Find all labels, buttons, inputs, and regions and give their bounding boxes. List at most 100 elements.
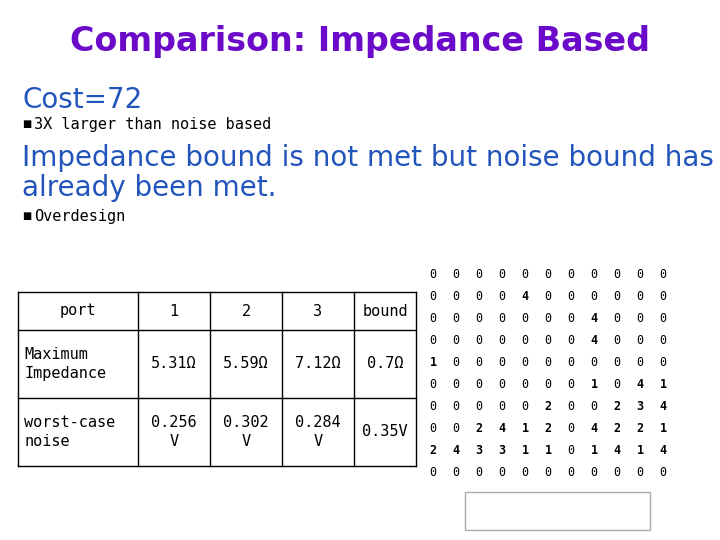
Text: 0: 0 [429, 334, 436, 348]
Text: 0: 0 [429, 467, 436, 480]
Text: 4: 4 [590, 422, 598, 435]
Text: 0: 0 [613, 313, 621, 326]
Text: 0: 0 [544, 356, 552, 369]
Text: 0.256
V: 0.256 V [151, 415, 197, 449]
Text: 0: 0 [498, 313, 505, 326]
Text: 0: 0 [429, 422, 436, 435]
Text: 0: 0 [636, 313, 644, 326]
Text: 1: 1 [521, 444, 528, 457]
Text: 0: 0 [590, 356, 598, 369]
Text: 2: 2 [429, 444, 436, 457]
Text: 0: 0 [590, 291, 598, 303]
Text: 0: 0 [567, 334, 575, 348]
Text: Chip: Chip [539, 503, 576, 518]
Text: 5.59Ω: 5.59Ω [223, 356, 269, 372]
Text: 0: 0 [544, 334, 552, 348]
Text: 4: 4 [590, 334, 598, 348]
Text: 0: 0 [429, 401, 436, 414]
Text: 0: 0 [452, 422, 459, 435]
Text: 0.302
V: 0.302 V [223, 415, 269, 449]
Text: 0: 0 [521, 467, 528, 480]
Text: 5.31Ω: 5.31Ω [151, 356, 197, 372]
Text: 0: 0 [521, 401, 528, 414]
Text: 0: 0 [636, 291, 644, 303]
Text: 0: 0 [567, 422, 575, 435]
Text: 0: 0 [613, 268, 621, 281]
Text: 0: 0 [660, 291, 667, 303]
Text: 4: 4 [660, 444, 667, 457]
Text: 0: 0 [567, 379, 575, 392]
Text: 0: 0 [544, 268, 552, 281]
Text: 2: 2 [613, 422, 621, 435]
Text: 1: 1 [521, 422, 528, 435]
Text: 0: 0 [567, 467, 575, 480]
Text: 0: 0 [660, 356, 667, 369]
Text: 0: 0 [521, 313, 528, 326]
Text: 0: 0 [475, 379, 482, 392]
Text: 0: 0 [660, 313, 667, 326]
Text: 0: 0 [498, 356, 505, 369]
Text: 0: 0 [452, 401, 459, 414]
Bar [465, 492, 650, 530]
Text: 0: 0 [613, 291, 621, 303]
Text: 0: 0 [498, 334, 505, 348]
Text: 4: 4 [613, 444, 621, 457]
Text: ■: ■ [22, 119, 31, 129]
Text: already been met.: already been met. [22, 174, 276, 202]
Text: Comparison: Impedance Based: Comparison: Impedance Based [70, 25, 650, 58]
Text: 0: 0 [429, 379, 436, 392]
Text: 0: 0 [429, 291, 436, 303]
Text: 0: 0 [567, 291, 575, 303]
Text: 0: 0 [521, 334, 528, 348]
Text: Cost=72: Cost=72 [22, 86, 143, 114]
Text: 1: 1 [660, 379, 667, 392]
Text: 3X larger than noise based: 3X larger than noise based [34, 117, 271, 132]
Text: 0: 0 [660, 467, 667, 480]
Text: 0: 0 [521, 379, 528, 392]
Text: 0: 0 [613, 334, 621, 348]
Text: 0: 0 [567, 356, 575, 369]
Text: 0: 0 [475, 313, 482, 326]
Text: 0: 0 [475, 291, 482, 303]
Text: 0: 0 [452, 291, 459, 303]
Text: 1: 1 [544, 444, 552, 457]
Text: 4: 4 [452, 444, 459, 457]
Text: 1: 1 [429, 356, 436, 369]
Text: 0: 0 [590, 401, 598, 414]
Text: 1: 1 [636, 444, 644, 457]
Text: 3: 3 [636, 401, 644, 414]
Text: 0.35V: 0.35V [362, 424, 408, 440]
Text: 0: 0 [429, 268, 436, 281]
Text: 0: 0 [452, 268, 459, 281]
Text: 0: 0 [544, 313, 552, 326]
Text: 0: 0 [544, 467, 552, 480]
Text: 2: 2 [544, 422, 552, 435]
Text: 3: 3 [313, 303, 323, 319]
Text: 0: 0 [660, 334, 667, 348]
Text: 0: 0 [498, 291, 505, 303]
Text: 0: 0 [475, 334, 482, 348]
Text: 4: 4 [521, 291, 528, 303]
Text: 0: 0 [521, 356, 528, 369]
Text: 4: 4 [636, 379, 644, 392]
Text: 2: 2 [475, 422, 482, 435]
Text: 0: 0 [498, 467, 505, 480]
Text: 0.7Ω: 0.7Ω [366, 356, 403, 372]
Text: 2: 2 [636, 422, 644, 435]
Text: 0: 0 [452, 313, 459, 326]
Text: 0: 0 [498, 401, 505, 414]
Text: 0: 0 [498, 268, 505, 281]
Text: 0: 0 [475, 401, 482, 414]
Text: 0: 0 [452, 467, 459, 480]
Text: worst-case
noise: worst-case noise [24, 415, 115, 449]
Text: 0: 0 [521, 268, 528, 281]
Text: 0: 0 [636, 356, 644, 369]
Text: 0: 0 [567, 313, 575, 326]
Text: 1: 1 [590, 444, 598, 457]
Text: 0: 0 [452, 356, 459, 369]
Text: 0: 0 [613, 356, 621, 369]
Text: 3: 3 [498, 444, 505, 457]
Text: Maximum
Impedance: Maximum Impedance [24, 347, 106, 381]
Text: 7.12Ω: 7.12Ω [295, 356, 341, 372]
Text: 0: 0 [660, 268, 667, 281]
